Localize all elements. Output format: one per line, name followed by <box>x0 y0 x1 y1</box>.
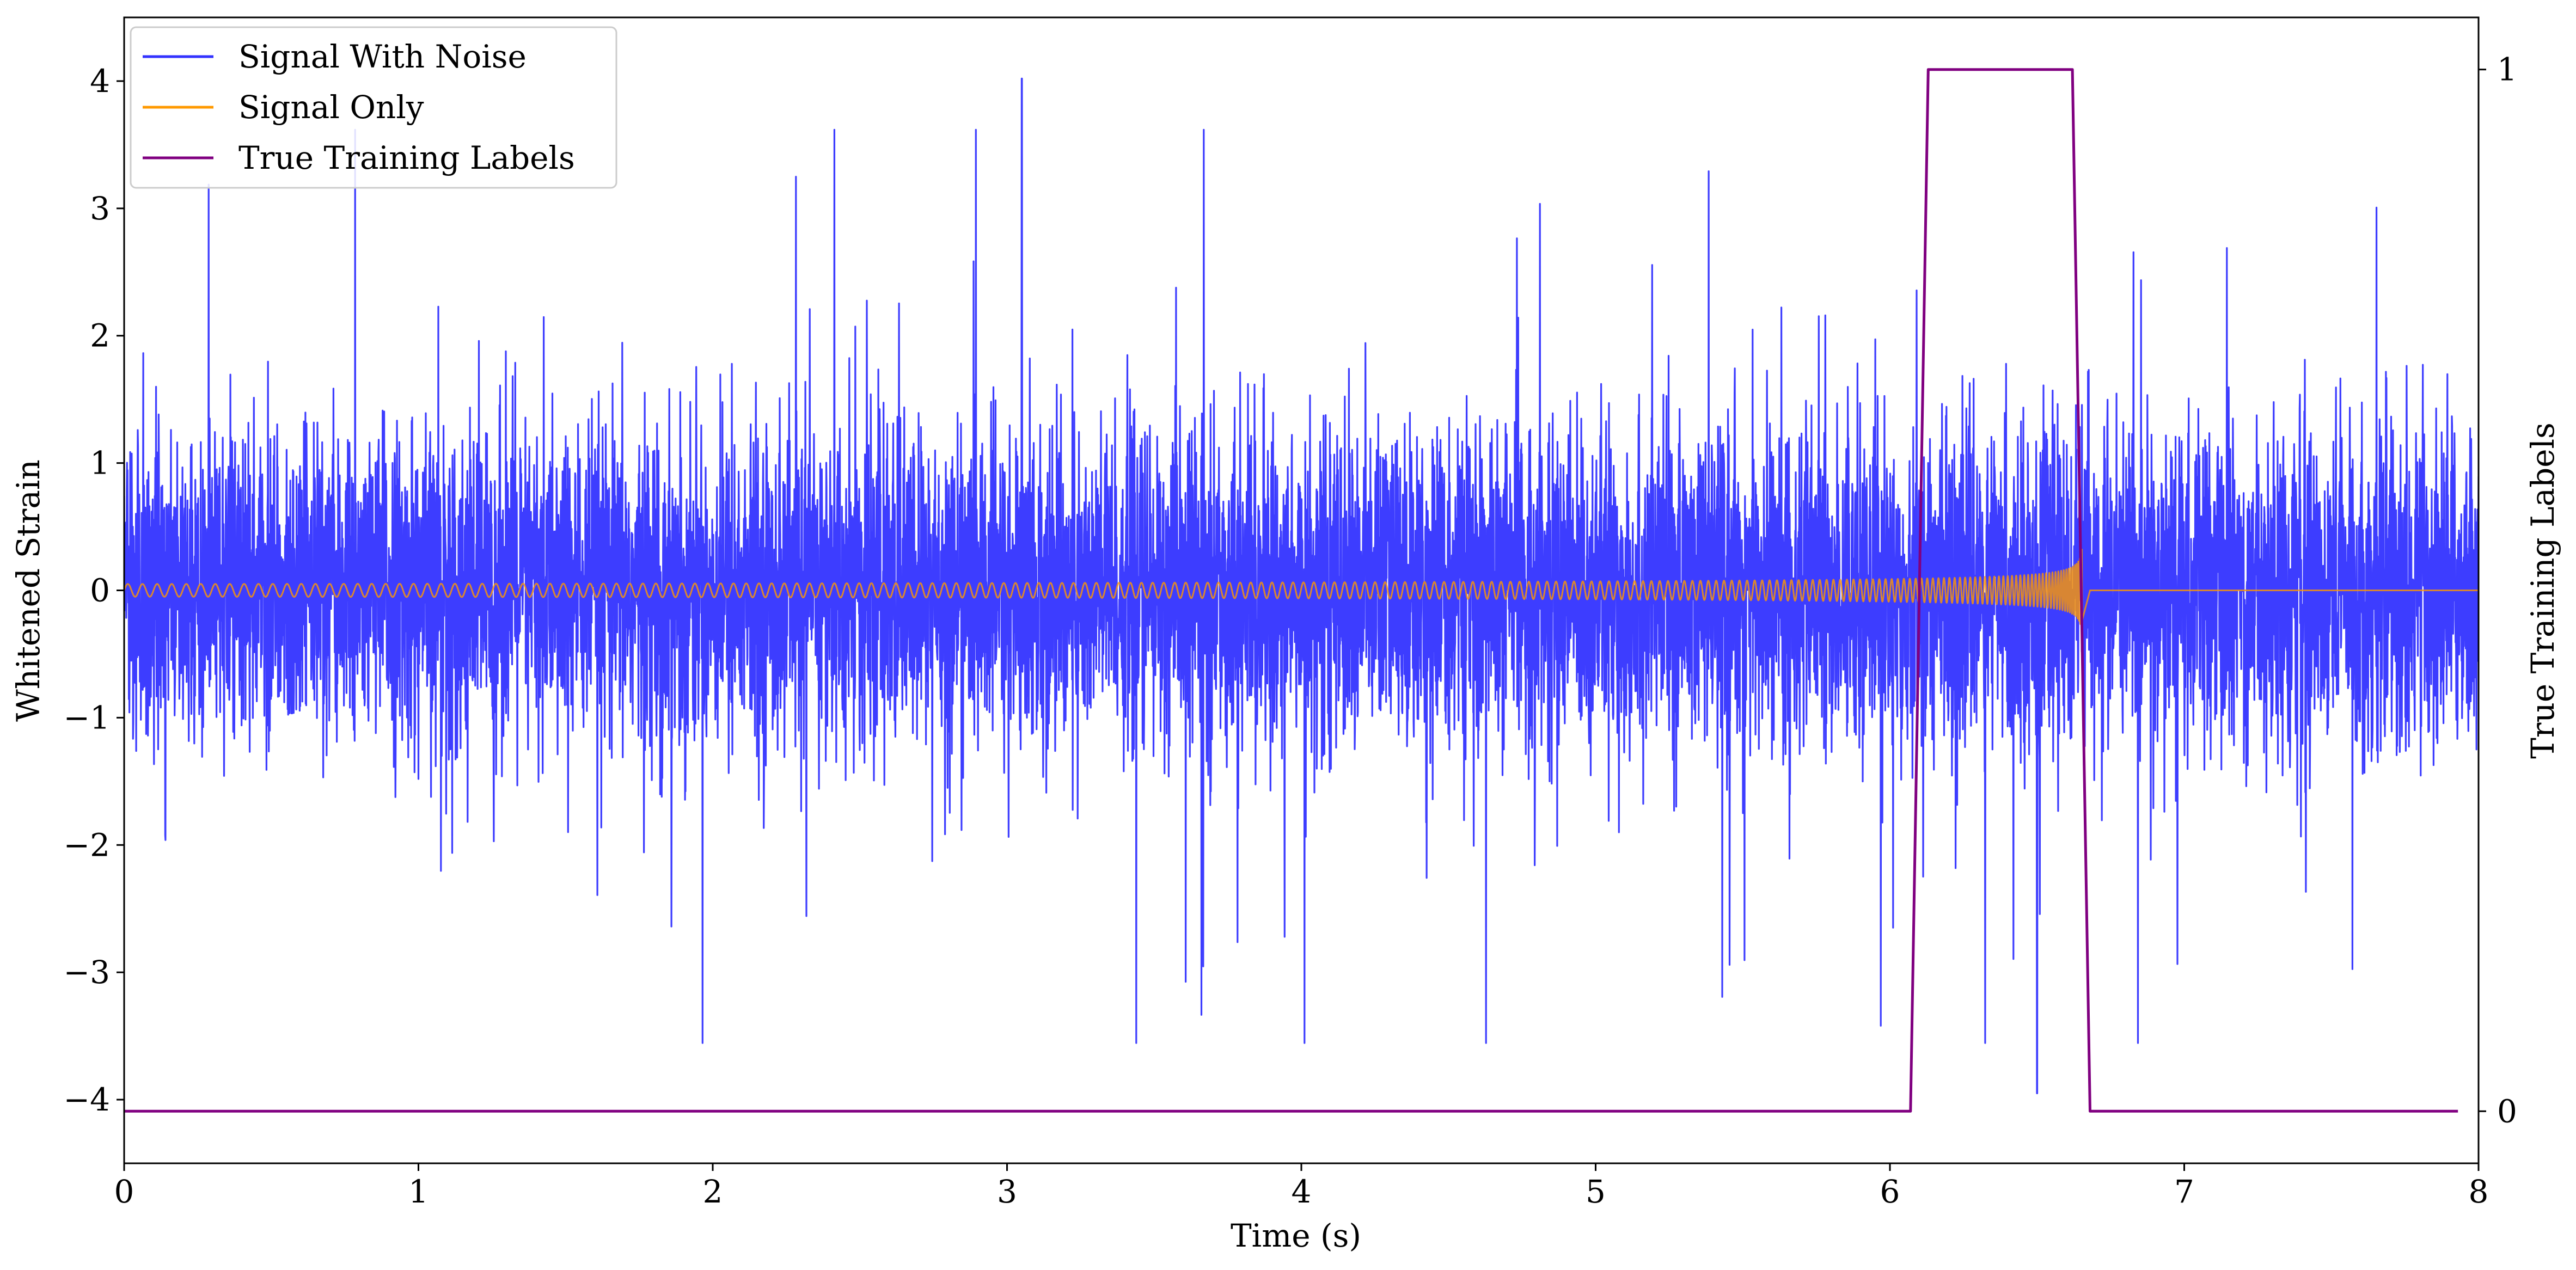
y-axis-title: Whitened Strain <box>10 459 47 722</box>
x-axis: 0 1 2 3 4 5 6 7 8 <box>114 1163 2489 1210</box>
y-tick-label: 3 <box>90 190 110 227</box>
y-tick-label: −3 <box>64 954 111 991</box>
y-tick-label: 2 <box>90 317 110 354</box>
y-tick-label: 4 <box>90 63 110 100</box>
series-true-training-labels <box>124 68 2458 1113</box>
x-axis-title: Time (s) <box>1231 1217 1361 1254</box>
x-tick-label: 5 <box>1586 1173 1606 1210</box>
legend: Signal With Noise Signal Only True Train… <box>130 26 617 189</box>
y2-axis-title: True Training Labels <box>2524 422 2561 759</box>
y-tick-label: 1 <box>90 445 110 482</box>
x-tick-label: 4 <box>1292 1173 1312 1210</box>
legend-label-signal-only: Signal Only <box>238 89 424 126</box>
y-tick-label: 0 <box>90 572 110 609</box>
y-axis-right: 01 <box>2479 51 2517 1130</box>
series-layer <box>124 68 2479 1113</box>
y-tick-label: −1 <box>64 699 111 736</box>
series-signal-with-noise <box>124 77 2479 1094</box>
y2-tick-label: 0 <box>2497 1093 2517 1130</box>
legend-box <box>130 26 617 189</box>
x-tick-label: 0 <box>114 1173 134 1210</box>
legend-label-true-training-labels: True Training Labels <box>238 139 575 176</box>
legend-label-signal-with-noise: Signal With Noise <box>238 38 527 75</box>
y-axis-left: −4 −3 −2 −1 0 1 2 3 4 <box>64 63 124 1118</box>
x-tick-label: 7 <box>2174 1173 2194 1210</box>
y2-tick-label: 1 <box>2497 51 2517 88</box>
series-signal-only <box>124 549 2479 628</box>
x-tick-label: 3 <box>997 1173 1017 1210</box>
y-tick-label: −4 <box>64 1081 111 1118</box>
x-tick-label: 6 <box>1880 1173 1900 1210</box>
x-tick-label: 1 <box>408 1173 429 1210</box>
y-tick-label: −2 <box>64 826 111 863</box>
x-tick-label: 2 <box>703 1173 723 1210</box>
x-tick-label: 8 <box>2469 1173 2489 1210</box>
